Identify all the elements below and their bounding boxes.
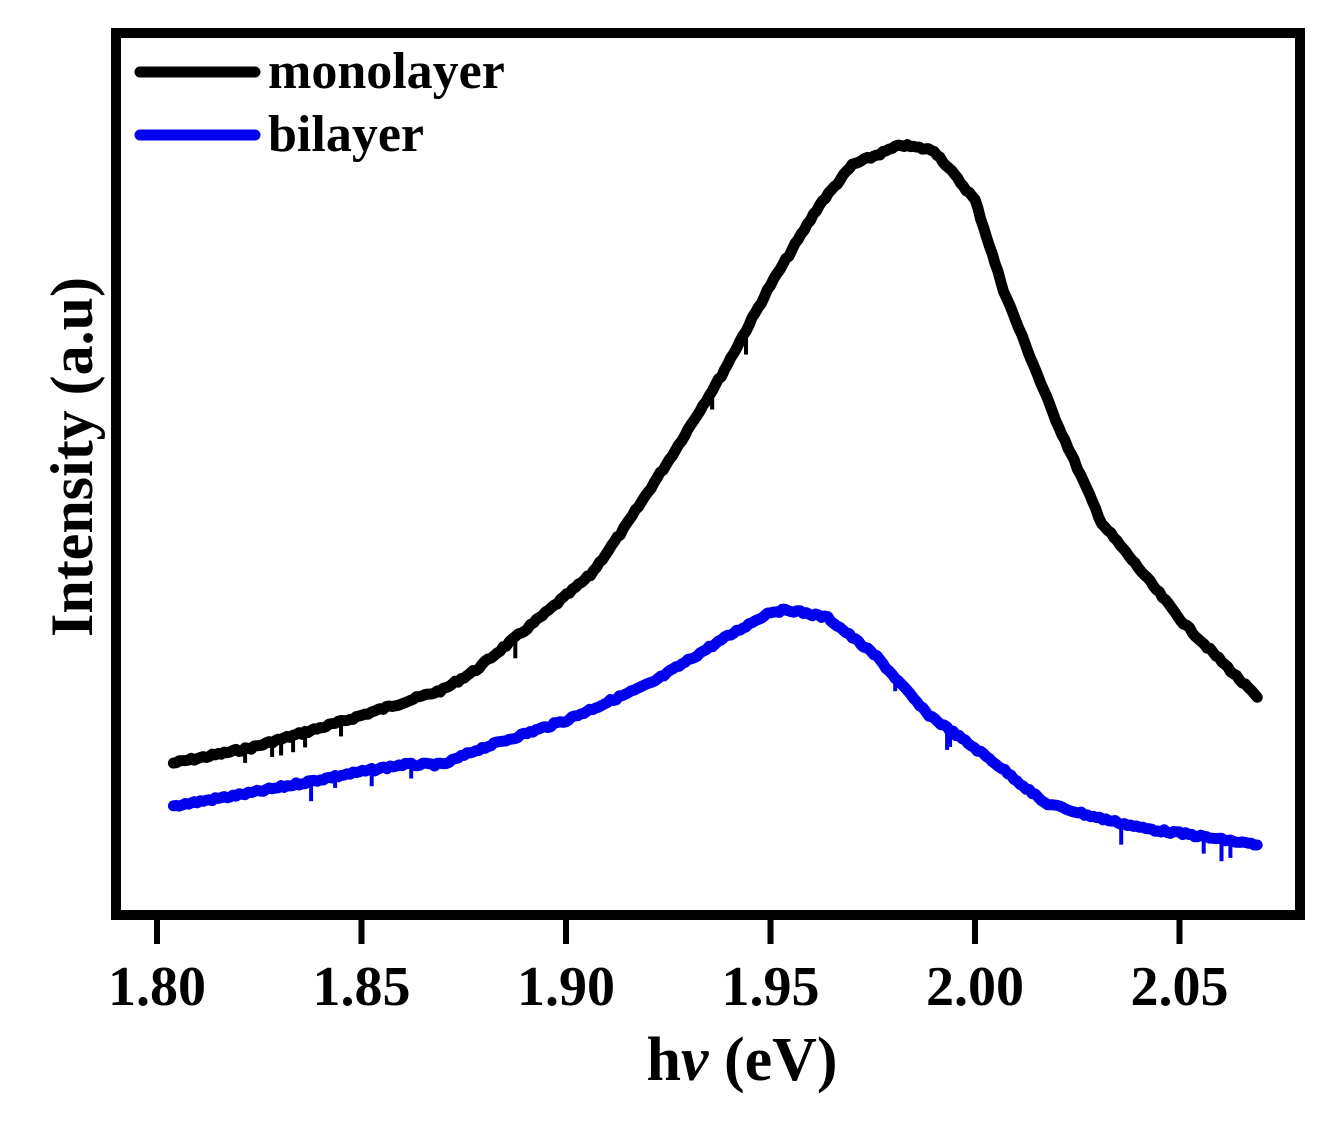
x-axis-ticks: 1.80 1.85 1.90 1.95 2.00 2.05 [108, 918, 1229, 1018]
x-tick-label: 2.00 [926, 956, 1024, 1018]
plot-frame [111, 28, 1305, 920]
legend-label-monolayer: monolayer [268, 43, 505, 100]
series-line-bilayer [167, 603, 1263, 851]
legend-label-bilayer: bilayer [268, 106, 424, 163]
x-tick-label: 1.85 [313, 956, 411, 1018]
x-axis-label-unit: (eV) [708, 1026, 837, 1094]
x-tick-label: 1.80 [108, 956, 206, 1018]
x-axis-label-nu: ν [681, 1026, 710, 1094]
x-tick-label: 1.90 [517, 956, 615, 1018]
legend: monolayer bilayer [134, 43, 505, 163]
series-line-monolayer [167, 139, 1263, 769]
x-tick-label: 2.05 [1131, 956, 1229, 1018]
x-axis-label-h: h [646, 1026, 680, 1094]
series-group [167, 139, 1263, 862]
y-axis-label: Intensity (a.u) [39, 277, 105, 637]
x-tick-label: 1.95 [722, 956, 820, 1018]
x-axis-label: hν (eV) [646, 1026, 837, 1094]
